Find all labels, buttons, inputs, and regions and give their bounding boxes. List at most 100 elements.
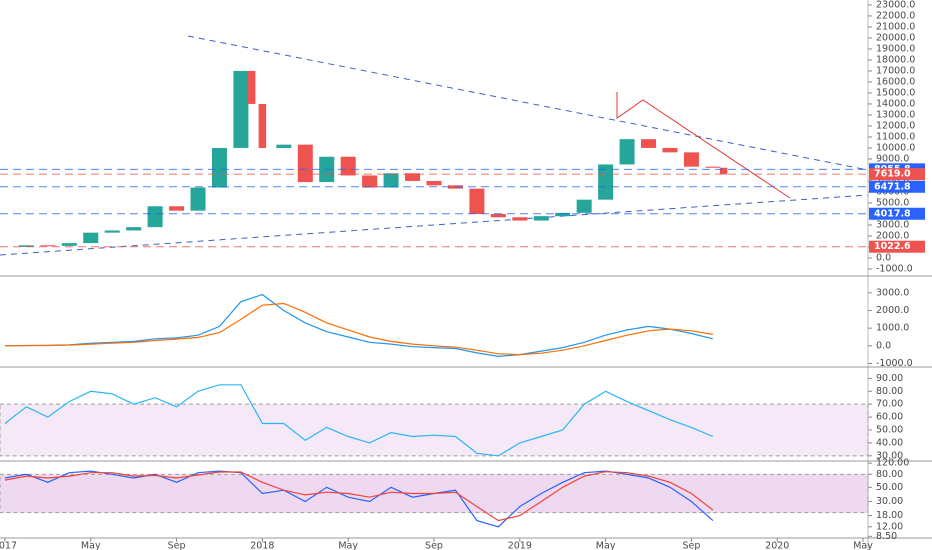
candle [683, 152, 699, 167]
candle [469, 188, 485, 214]
candle [405, 173, 421, 181]
price-tag [869, 207, 925, 220]
candle [512, 217, 528, 221]
candle [598, 164, 614, 200]
y-tick-label: 12000.0 [876, 120, 915, 131]
y-tick-label: 70.00 [876, 399, 903, 410]
price-tag [869, 180, 925, 193]
y-tick-label: 16000.0 [876, 76, 915, 87]
y-tick-label: 19000.0 [876, 43, 915, 54]
x-tick-label: 2019 [508, 541, 532, 550]
x-tick-label: Sep [425, 541, 443, 550]
candle [276, 144, 292, 148]
y-tick-label: 11000.0 [876, 131, 915, 142]
candle [104, 230, 120, 233]
y-tick-label: 120.00 [876, 458, 909, 469]
candle [383, 173, 399, 188]
candle [61, 243, 77, 246]
candle [619, 139, 635, 165]
candle [533, 216, 549, 221]
band [0, 403, 869, 457]
x-tick-label: Sep [682, 541, 700, 550]
candle [576, 199, 592, 213]
candle [258, 103, 267, 148]
candle [18, 245, 34, 247]
y-tick-label: 9000.0 [876, 153, 909, 164]
x-tick-label: 2017 [0, 541, 17, 550]
trend-line [187, 35, 869, 171]
candle [40, 245, 56, 247]
price-tag-label: 1022.6 [874, 241, 911, 252]
y-tick-label: 80.00 [876, 386, 903, 397]
candle [126, 227, 142, 231]
price-tag-label: 4017.8 [874, 208, 911, 219]
candle [297, 144, 313, 183]
candle [190, 187, 206, 211]
x-tick-label: 2020 [765, 541, 789, 550]
candle [147, 206, 163, 228]
indicator-line [4, 384, 714, 457]
y-tick-label: 22000.0 [876, 10, 915, 21]
candle [662, 147, 678, 153]
y-tick-label: 30.00 [876, 496, 903, 507]
y-tick-label: 12.00 [876, 521, 903, 532]
x-tick-label: May [81, 541, 101, 550]
x-tick-label: May [338, 541, 358, 550]
y-tick-label: 0.0 [876, 252, 891, 263]
y-tick-label: 60.00 [876, 412, 903, 423]
y-tick-label: 1000.0 [876, 323, 909, 334]
y-tick-label: 18.00 [876, 510, 903, 521]
y-tick-label: -1000.0 [876, 263, 913, 274]
y-tick-label: 0.0 [876, 340, 891, 351]
candle [555, 212, 571, 217]
y-tick-label: 13000.0 [876, 109, 915, 120]
y-tick-label: 17000.0 [876, 65, 915, 76]
y-tick-label: 5000.0 [876, 197, 909, 208]
y-tick-label: 23000.0 [876, 0, 915, 10]
candle [719, 167, 728, 175]
y-tick-label: 50.00 [876, 425, 903, 436]
trend-lines [0, 35, 869, 256]
candle [362, 175, 378, 188]
y-tick-label: 18000.0 [876, 54, 915, 65]
candle [233, 70, 249, 148]
y-tick-label: 30.00 [876, 450, 903, 461]
y-tick-label: 10000.0 [876, 142, 915, 153]
candle [340, 156, 356, 176]
price-tag [869, 240, 925, 253]
candle [169, 206, 185, 211]
indicator-line [4, 293, 714, 358]
x-tick-label: May [596, 541, 616, 550]
indicator-line [4, 470, 714, 528]
y-tick-label: 3000.0 [876, 287, 909, 298]
price-tag [869, 168, 925, 181]
y-tick-label: 2000.0 [876, 305, 909, 316]
y-tick-label: 3000.0 [876, 219, 909, 230]
price-tag-label: 6471.8 [874, 181, 911, 192]
y-tick-label: 8.50 [876, 531, 897, 542]
y-tick-label: 80.00 [876, 469, 903, 480]
y-tick-label: 14000.0 [876, 98, 915, 109]
y-tick-label: 15000.0 [876, 87, 915, 98]
y-tick-label: 2000.0 [876, 230, 909, 241]
candle [426, 180, 442, 186]
y-tick-label: 20000.0 [876, 32, 915, 43]
y-tick-label: 90.00 [876, 373, 903, 384]
price-tag-label: 7619.0 [874, 169, 911, 180]
x-tick-label: May [853, 541, 873, 550]
y-tick-label: 40.00 [876, 437, 903, 448]
candle [247, 70, 256, 104]
indicator-line [4, 471, 714, 522]
y-tick-label: -1000.0 [876, 358, 913, 369]
trend-line [616, 92, 791, 199]
y-tick-label: 21000.0 [876, 21, 915, 32]
y-tick-label: 50.00 [876, 482, 903, 493]
candle [490, 213, 506, 218]
candle [83, 232, 99, 244]
trend-line [0, 194, 869, 256]
candle [641, 139, 657, 148]
x-tick-label: Sep [168, 541, 186, 550]
candle [211, 147, 227, 188]
